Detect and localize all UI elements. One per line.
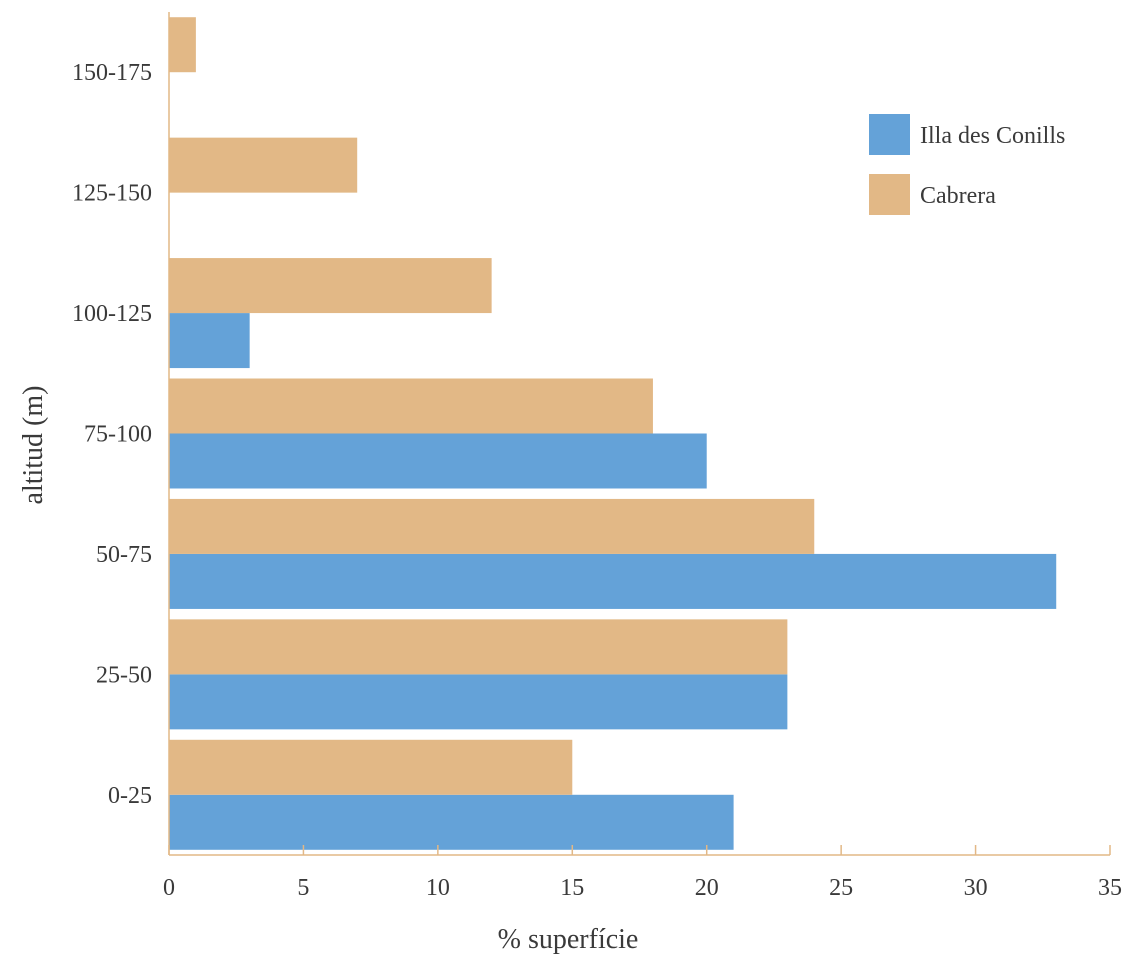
legend-swatch-cabrera [869, 174, 910, 215]
x-tick-label-15: 15 [560, 875, 584, 901]
bars-layer [169, 17, 1057, 850]
bar-illa-des-conills-75-100 [169, 433, 707, 489]
bar-cabrera-50-75 [169, 498, 815, 554]
x-axis-ticks: 0 5 10 15 20 25 30 35 [163, 845, 1122, 901]
x-tick-label-25: 25 [829, 875, 853, 901]
x-tick-label-35: 35 [1098, 875, 1122, 901]
legend: Illa des Conills Cabrera [869, 114, 1065, 215]
x-tick-label-10: 10 [426, 875, 450, 901]
y-axis-title: altitud (m) [18, 386, 49, 505]
bar-cabrera-25-50 [169, 619, 788, 675]
y-tick-label-125-150: 125-150 [72, 181, 152, 207]
x-tick-label-20: 20 [695, 875, 719, 901]
y-tick-label-150-175: 150-175 [72, 60, 152, 86]
bar-cabrera-0-25 [169, 739, 573, 795]
x-axis-title: % superfície [498, 924, 639, 955]
y-tick-label-50-75: 50-75 [96, 542, 152, 568]
axes-layer [168, 12, 1110, 856]
bar-illa-des-conills-0-25 [169, 794, 734, 850]
bar-cabrera-125-150 [169, 137, 358, 193]
y-tick-label-25-50: 25-50 [96, 662, 152, 688]
legend-label-illa-des-conills: Illa des Conills [920, 123, 1065, 149]
bar-cabrera-150-175 [169, 17, 196, 73]
bar-illa-des-conills-100-125 [169, 313, 250, 369]
bar-illa-des-conills-50-75 [169, 553, 1057, 609]
x-tick-label-5: 5 [297, 875, 309, 901]
x-tick-label-30: 30 [964, 875, 988, 901]
legend-label-cabrera: Cabrera [920, 183, 996, 209]
x-tick-label-0: 0 [163, 875, 175, 901]
bar-cabrera-75-100 [169, 378, 653, 434]
y-tick-label-100-125: 100-125 [72, 301, 152, 327]
bar-illa-des-conills-25-50 [169, 674, 788, 730]
y-tick-label-75-100: 75-100 [84, 422, 152, 448]
legend-swatch-illa-des-conills [869, 114, 910, 155]
bar-cabrera-100-125 [169, 258, 492, 314]
y-tick-label-0-25: 0-25 [108, 783, 152, 809]
y-axis-ticks: 0-25 25-50 50-75 75-100 100-125 125-150 150-17… [72, 60, 152, 809]
